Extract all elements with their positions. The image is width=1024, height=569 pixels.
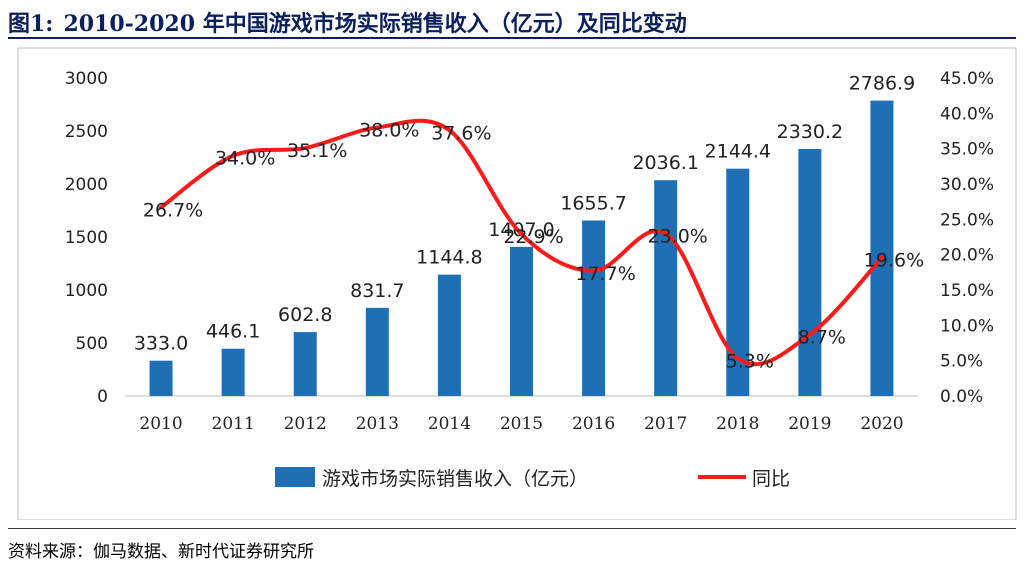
x-tick-label: 2012: [284, 414, 327, 434]
pct-labels: 26.7% 34.0% 35.1% 38.0% 37.6% 22.9% 17.7% 23.0%…: [143, 119, 924, 372]
bar: [149, 360, 173, 396]
yoy-data-label: 19.6%: [864, 249, 924, 271]
y-right-tick-label: 45.0%: [940, 69, 994, 89]
bar-data-label: 446.1: [206, 321, 260, 343]
bar-data-label: 831.7: [350, 280, 404, 302]
x-tick-label: 2013: [356, 414, 399, 434]
y-left-tick-label: 2000: [65, 175, 108, 195]
x-tick-label: 2011: [212, 414, 255, 434]
bar-data-label: 2036.1: [632, 152, 698, 174]
yoy-data-label: 22.9%: [503, 226, 563, 248]
yoy-data-label: 38.0%: [359, 119, 419, 141]
y-right-tick-label: 5.0%: [940, 352, 983, 372]
legend: 游戏市场实际销售收入（亿元） 同比: [275, 467, 790, 490]
bar: [798, 148, 822, 396]
x-tick-label: 2019: [788, 414, 831, 434]
y-right-tick-label: 10.0%: [940, 316, 994, 336]
bar: [293, 332, 317, 396]
yoy-data-label: 26.7%: [143, 199, 203, 221]
bar: [582, 220, 606, 396]
yoy-data-label: 23.0%: [648, 225, 708, 247]
yoy-data-label: 35.1%: [287, 140, 347, 162]
yoy-data-label: 5.3%: [726, 351, 774, 373]
x-tick-label: 2018: [716, 414, 759, 434]
legend-line-label: 同比: [752, 468, 790, 490]
y-left-tick-label: 1500: [65, 228, 108, 248]
bar: [437, 274, 461, 396]
yoy-series-line: [159, 118, 884, 367]
x-tick-label: 2014: [428, 414, 471, 434]
figure-number: 图1:: [8, 11, 54, 37]
x-tick-label: 2010: [139, 414, 182, 434]
title-divider: [8, 37, 1016, 39]
y-right-tick-label: 20.0%: [940, 246, 994, 266]
bar: [510, 246, 533, 396]
bar: [221, 348, 245, 396]
legend-bar-label: 游戏市场实际销售收入（亿元）: [322, 468, 588, 490]
axes: 0 500 1000 1500 2000 2500 3000 0.0% 5.0% 10.0% 15.…: [65, 69, 994, 434]
y-right-tick-label: 30.0%: [940, 175, 994, 195]
bar-data-label: 602.8: [278, 304, 332, 326]
bar-data-label: 2330.2: [777, 121, 843, 143]
legend-bar-swatch: [275, 467, 315, 487]
y-right-tick-label: 0.0%: [940, 387, 983, 407]
y-left-tick-label: 500: [76, 334, 108, 354]
bar: [870, 100, 894, 397]
bar: [365, 307, 389, 396]
bar-data-label: 1144.8: [416, 247, 482, 269]
chart-frame: [17, 47, 1017, 520]
x-tick-label: 2016: [572, 414, 615, 434]
y-right-tick-label: 15.0%: [940, 281, 994, 301]
source-divider: [8, 528, 1016, 529]
bars: [149, 100, 894, 397]
yoy-data-label: 34.0%: [215, 148, 275, 170]
x-tick-label: 2020: [860, 414, 903, 434]
y-left-tick-label: 0: [97, 387, 108, 407]
bar-data-label: 1407.0: [488, 219, 554, 241]
yoy-data-label: 37.6%: [431, 122, 491, 144]
x-tick-label: 2015: [500, 414, 543, 434]
yoy-data-label: 8.7%: [798, 327, 846, 349]
line-layer: [159, 118, 884, 367]
figure-title: 图1: 2010-2020 年中国游戏市场实际销售收入（亿元）及同比变动: [8, 6, 687, 38]
source-note: 资料来源：伽马数据、新时代证券研究所: [8, 542, 314, 562]
y-right-tick-label: 40.0%: [940, 104, 994, 124]
bar-data-label: 333.0: [134, 333, 188, 355]
bar-data-label: 1655.7: [560, 192, 626, 214]
figure-title-text: 2010-2020 年中国游戏市场实际销售收入（亿元）及同比变动: [63, 11, 687, 37]
y-right-tick-label: 25.0%: [940, 210, 994, 230]
y-left-tick-label: 2500: [65, 122, 108, 142]
bar-data-label: 2786.9: [849, 73, 915, 95]
bar: [726, 168, 750, 396]
x-tick-label: 2017: [644, 414, 687, 434]
chart: 0 500 1000 1500 2000 2500 3000 0.0% 5.0% 10.0% 15.…: [17, 47, 1017, 520]
bar-data-label: 2144.4: [705, 141, 771, 163]
bar: [654, 180, 678, 396]
yoy-data-label: 17.7%: [575, 263, 635, 285]
y-left-tick-label: 1000: [65, 281, 108, 301]
y-left-tick-label: 3000: [65, 69, 108, 89]
y-right-tick-label: 35.0%: [940, 140, 994, 160]
bar-labels: 333.0 446.1 602.8 831.7 1144.8 1407.0 1655.7 20…: [134, 73, 915, 355]
